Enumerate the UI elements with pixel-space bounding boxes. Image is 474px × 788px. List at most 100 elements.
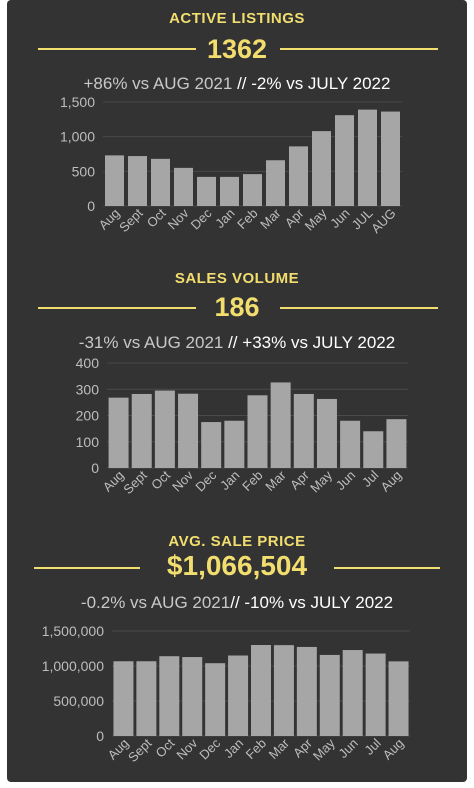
price-x-tick-label: Dec [196, 735, 223, 762]
price-x-tick-label: Aug [105, 736, 132, 763]
price-x-tick-label: Jul [361, 735, 383, 757]
active-listings-rule-right [280, 48, 438, 50]
price-bar [251, 645, 271, 736]
price-bar [273, 645, 294, 736]
sales-y-tick-label: 0 [91, 460, 99, 476]
price-bar [296, 646, 317, 736]
sales-volume-value: 186 [214, 292, 260, 322]
sales-x-tick-label: Nov [169, 467, 196, 494]
sales-x-tick-label: Aug [378, 468, 405, 495]
listings-y-tick-label: 1,000 [60, 129, 95, 145]
avg-sale-price-title: AVG. SALE PRICE [168, 533, 306, 550]
avg-sale-price-rule-left [34, 567, 140, 569]
sales-bar [131, 393, 152, 468]
price-bar [388, 661, 409, 736]
avg-sale-price-value: $1,066,504 [166, 550, 308, 581]
price-x-tick-label: Aug [380, 736, 407, 763]
sales-bar [363, 431, 384, 468]
sales-bar [108, 397, 129, 468]
sales-bar [316, 398, 337, 468]
listings-x-tick-label: Oct [144, 205, 169, 230]
listings-x-tick-label: Feb [234, 206, 260, 232]
sales-x-tick-label: Dec [192, 467, 219, 494]
sales-volume-comparison: -31% vs AUG 2021 // +33% vs JULY 2022 [0, 333, 474, 353]
listings-bar [335, 115, 354, 206]
sales-bar [154, 390, 175, 468]
sales-x-tick-label: Jan [217, 468, 242, 493]
sales-volume-compare-year: -31% vs AUG 2021 [78, 333, 224, 352]
sales-x-tick-label: Jul [359, 467, 381, 489]
listings-bar [312, 131, 331, 206]
sales-volume-separator: // [223, 333, 243, 352]
listings-y-tick-label: 500 [72, 163, 96, 179]
avg-sale-price-chart: 0500,0001,000,0001,500,000AugSeptOctNovD… [42, 623, 410, 765]
listings-x-tick-label: Aug [96, 206, 123, 233]
sales-x-tick-label: Apr [287, 467, 312, 492]
sales-bar [386, 419, 407, 468]
price-bar [342, 650, 363, 736]
price-bar [228, 655, 249, 736]
avg-sale-price-comparison: -0.2% vs AUG 2021// -10% vs JULY 2022 [0, 593, 474, 613]
sales-x-tick-label: Jun [333, 468, 358, 493]
sales-x-tick-label: Mar [262, 467, 289, 494]
listings-x-tick-label: Jun [327, 206, 352, 231]
active-listings-compare-year: +86% vs AUG 2021 [83, 74, 233, 93]
listings-bar [381, 111, 400, 206]
price-bar [319, 654, 340, 736]
listings-x-tick-label: Sept [116, 205, 146, 235]
sales-bar [178, 393, 199, 468]
price-x-tick-label: Sept [125, 735, 155, 765]
listings-y-tick-label: 0 [87, 198, 95, 214]
price-x-tick-label: Feb [243, 736, 269, 762]
listings-x-tick-label: AUG [368, 206, 399, 237]
sales-x-tick-label: Oct [148, 467, 173, 492]
active-listings-separator: // [232, 74, 252, 93]
price-x-tick-label: Apr [290, 735, 315, 760]
listings-bar [105, 155, 124, 206]
listings-bar [358, 109, 377, 206]
price-x-tick-label: May [310, 735, 338, 763]
price-y-tick-label: 1,000,000 [42, 658, 104, 674]
price-y-tick-label: 1,500,000 [42, 623, 104, 639]
price-bar [182, 657, 203, 736]
price-bar [365, 653, 386, 736]
price-x-tick-label: Jan [221, 736, 246, 761]
sales-volume-chart: 0100200300400AugSeptOctNovDecJanFebMarAp… [76, 355, 408, 497]
sales-y-tick-label: 200 [76, 408, 100, 424]
price-y-tick-label: 500,000 [53, 693, 104, 709]
sales-bar [247, 395, 268, 468]
listings-x-tick-label: Mar [257, 205, 284, 232]
active-listings-compare-month: -2% vs JULY 2022 [251, 74, 391, 93]
active-listings-value: 1362 [206, 34, 268, 64]
sales-bar [224, 420, 245, 468]
listings-y-tick-label: 1,500 [60, 94, 95, 110]
sales-y-tick-label: 300 [76, 381, 100, 397]
listings-bar [266, 160, 285, 206]
sales-volume-rule-left [38, 307, 196, 309]
sales-bar [201, 422, 222, 468]
active-listings-title: ACTIVE LISTINGS [169, 10, 305, 27]
sales-x-tick-label: May [307, 467, 335, 495]
sales-y-tick-label: 100 [76, 434, 100, 450]
listings-bar [128, 156, 147, 206]
avg-sale-price-separator: // [230, 593, 245, 612]
listings-x-tick-label: Dec [188, 205, 215, 232]
sales-x-tick-label: Sept [120, 467, 150, 497]
sales-bar [270, 382, 291, 468]
listings-x-tick-label: Jan [212, 206, 237, 231]
listings-bar [174, 167, 193, 206]
price-x-tick-label: Mar [266, 735, 293, 762]
price-bar [136, 661, 157, 736]
price-bar [205, 663, 226, 736]
sales-volume-title: SALES VOLUME [174, 270, 300, 287]
sales-x-tick-label: Aug [100, 468, 127, 495]
price-bar [113, 661, 134, 736]
listings-x-tick-label: May [302, 205, 330, 233]
sales-volume-compare-month: +33% vs JULY 2022 [242, 333, 396, 352]
sales-bar [293, 393, 314, 468]
sales-x-tick-label: Feb [239, 468, 265, 494]
price-y-tick-label: 0 [96, 728, 104, 744]
active-listings-chart: 05001,0001,500AugSeptOctNovDecJanFebMarA… [60, 94, 402, 237]
sales-y-tick-label: 400 [76, 355, 100, 371]
listings-x-tick-label: Apr [282, 205, 307, 230]
